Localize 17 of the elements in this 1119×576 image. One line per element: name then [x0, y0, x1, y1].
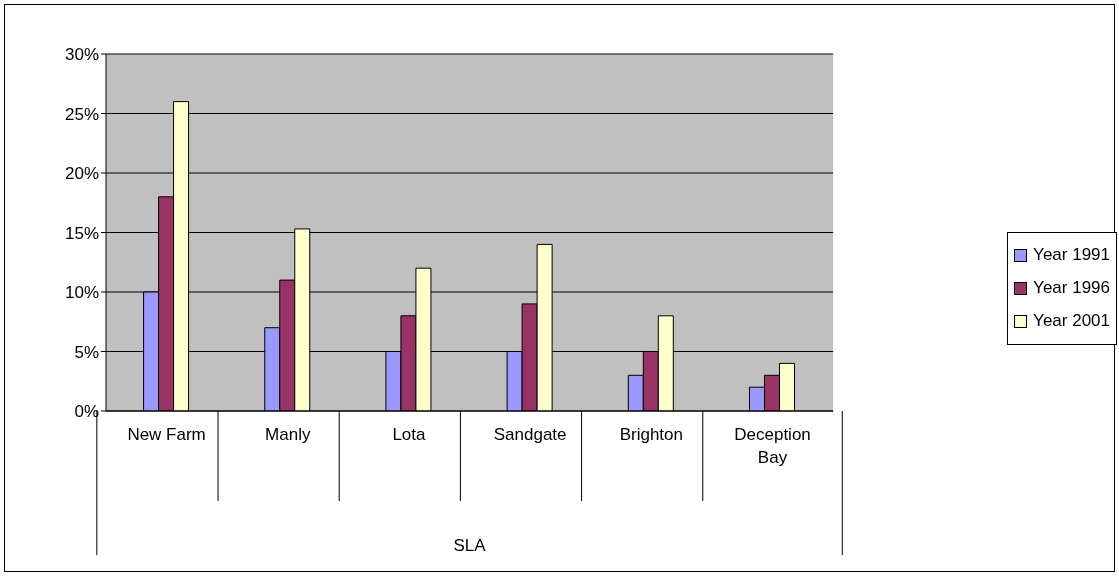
y-tick-label: 5% [74, 342, 99, 362]
y-tick-label: 10% [64, 283, 99, 303]
x-tick-label: Lota [392, 425, 427, 444]
y-tick-label: 30% [64, 45, 99, 65]
legend-label: Year 1996 [1033, 278, 1110, 298]
x-tick-label: Deception Bay [734, 425, 811, 467]
legend-label: Year 1991 [1033, 245, 1110, 265]
y-tick-label: 0% [74, 402, 99, 422]
x-tick-label: New Farm [127, 425, 206, 444]
legend-label: Year 2001 [1033, 311, 1110, 331]
x-tick-label: Sandgate [493, 425, 567, 444]
x-axis-title: SLA [453, 536, 487, 555]
y-tick-label: 15% [64, 223, 99, 243]
x-tick-label: Brighton [619, 425, 683, 444]
x-tick-label: Manly [265, 425, 311, 444]
y-tick-label: 25% [64, 104, 99, 124]
y-tick-label: 20% [64, 164, 99, 184]
